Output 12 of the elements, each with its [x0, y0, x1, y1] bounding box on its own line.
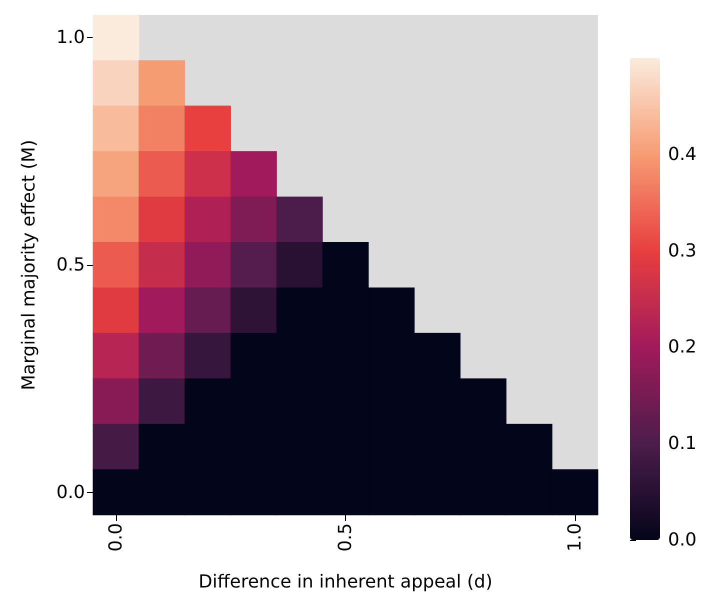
color-bar-label: 0.3	[668, 240, 697, 262]
x-axis-title: Difference in inherent appeal (d)	[198, 572, 492, 592]
y-axis-title: Marginal majority effect (M)	[18, 140, 40, 390]
color-bar-label: 0.1	[668, 433, 697, 454]
x-tick-label: 0.5	[335, 523, 356, 552]
x-tick-label: 0.0	[105, 523, 126, 552]
y-tick-label: 0.0	[56, 482, 85, 503]
color-bar-label: 0.2	[668, 336, 697, 358]
y-tick-label: 0.5	[56, 254, 85, 276]
y-tick-label: 1.0	[56, 27, 85, 48]
color-bar-label: 0.4	[668, 144, 697, 165]
x-tick-label: 1.0	[564, 523, 586, 552]
